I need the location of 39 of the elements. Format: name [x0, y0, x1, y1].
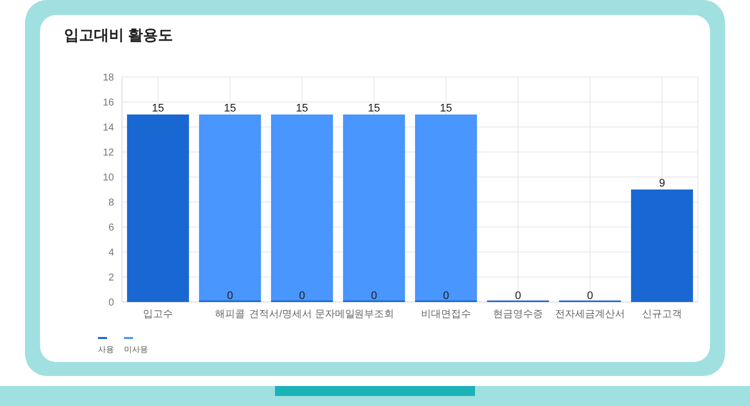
chart-title: 입고대비 활용도 — [64, 27, 174, 44]
data-label: 0 — [226, 290, 234, 302]
y-tick-label: 4 — [108, 248, 114, 258]
x-tick-label: 원부조회 — [354, 309, 394, 320]
data-label: 0 — [514, 290, 522, 302]
data-label: 15 — [368, 102, 380, 114]
data-label: 0 — [298, 290, 306, 302]
data-label: 15 — [152, 102, 164, 114]
y-tick-label: 18 — [102, 72, 114, 84]
data-label: 15 — [296, 102, 308, 114]
y-tick-label: 0 — [108, 298, 114, 308]
data-label: 15 — [224, 102, 236, 114]
y-tick-label: 2 — [108, 272, 114, 284]
y-tick-label: 14 — [102, 122, 114, 134]
y-tick-label: 10 — [102, 172, 114, 184]
bar — [631, 190, 693, 302]
x-tick-label: 해피콜 — [215, 309, 245, 320]
x-tick-label: 견적서/명세서 문자메일 — [249, 309, 355, 320]
legend-label: 미사용 — [124, 345, 148, 354]
y-tick-label: 6 — [108, 222, 114, 234]
data-label: 15 — [440, 102, 452, 114]
y-tick-label: 8 — [108, 198, 114, 208]
x-tick-label: 입고수 — [143, 309, 173, 320]
x-tick-label: 현금영수증 — [493, 309, 543, 320]
legend-label: 사용 — [98, 345, 114, 354]
bar — [415, 114, 477, 302]
bar — [199, 114, 261, 302]
bar — [343, 114, 405, 302]
data-label: 0 — [442, 290, 450, 302]
y-tick-label: 16 — [102, 98, 114, 108]
x-tick-label: 신규고객 — [642, 309, 682, 320]
y-tick-label: 12 — [102, 148, 114, 158]
x-tick-label: 비대면접수 — [421, 309, 471, 320]
x-tick-label: 전자세금계산서 — [555, 309, 625, 320]
data-label: 9 — [658, 178, 666, 190]
bar — [271, 114, 333, 302]
data-label: 0 — [370, 290, 378, 302]
data-label: 0 — [586, 290, 594, 302]
bar — [127, 114, 189, 302]
